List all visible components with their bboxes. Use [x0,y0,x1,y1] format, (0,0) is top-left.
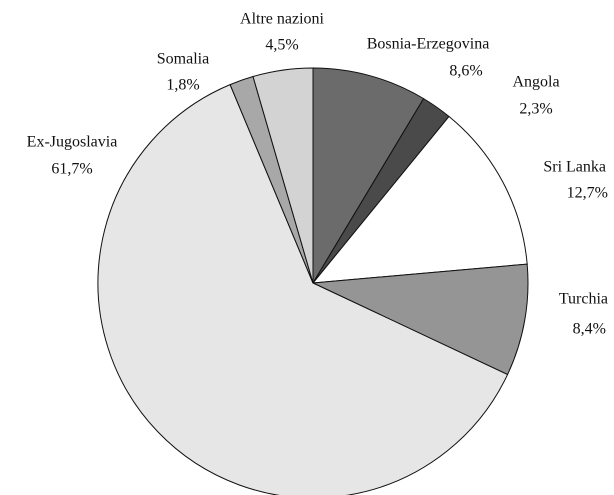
slice-label: Bosnia-Erzegovina [367,36,490,53]
pie-slice [252,67,314,284]
pie-slice [97,83,509,495]
pie-slice [312,67,425,285]
slice-value-label: 8,4% [573,321,606,338]
pie-slice [311,263,529,376]
slice-label: Somalia [157,51,209,68]
slice-label: Sri Lanka [543,159,606,176]
slice-value-label: 8,6% [449,63,482,80]
slice-label: Ex-Jugoslavia [27,134,118,151]
pie-slice [311,115,528,284]
slice-value-label: 2,3% [519,101,552,118]
slice-label: Altre nazioni [240,11,325,28]
slice-value-label: 61,7% [51,161,92,178]
slice-label: Angola [512,74,559,91]
slice-value-label: 12,7% [567,185,608,202]
slice-label: Turchia [559,291,608,308]
slice-value-label: 4,5% [265,37,298,54]
slice-value-label: 1,8% [166,77,199,94]
